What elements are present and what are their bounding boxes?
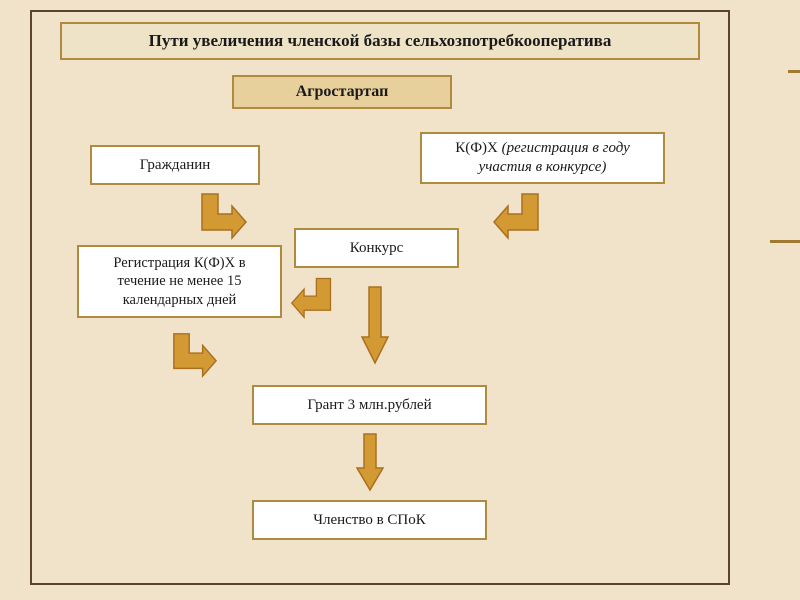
kfh-prefix: К(Ф)Х (455, 140, 501, 156)
agrostartup-label: Агростартап (296, 82, 389, 102)
registration-box: Регистрация К(Ф)Х в течение не менее 15 … (77, 245, 282, 318)
membership-box: Членство в СПоК (252, 500, 487, 540)
decorative-side-line-2 (788, 70, 800, 73)
kfh-box: К(Ф)Х (регистрация в году участия в конк… (420, 132, 665, 184)
registration-label: Регистрация К(Ф)Х в течение не менее 15 … (89, 254, 270, 308)
kfh-label: К(Ф)Х (регистрация в году участия в конк… (432, 139, 653, 177)
grant-label: Грант 3 млн.рублей (307, 396, 431, 415)
arrow-registration-to-grant (170, 330, 218, 378)
kfh-italic: (регистрация в году участия в конкурсе) (479, 140, 630, 175)
agrostartup-box: Агростартап (232, 75, 452, 109)
membership-label: Членство в СПоК (313, 511, 426, 530)
citizen-box: Гражданин (90, 145, 260, 185)
arrow-contest-to-registration (290, 275, 334, 319)
arrow-citizen-to-contest (198, 190, 248, 240)
grant-box: Грант 3 млн.рублей (252, 385, 487, 425)
title-box: Пути увеличения членской базы сельхозпот… (60, 22, 700, 60)
contest-label: Конкурс (350, 239, 404, 258)
title-text: Пути увеличения членской базы сельхозпот… (149, 30, 612, 51)
arrow-contest-to-grant (360, 285, 390, 365)
citizen-label: Гражданин (140, 156, 211, 175)
arrow-kfh-to-contest (492, 190, 542, 240)
decorative-side-line (770, 240, 800, 243)
arrow-grant-to-membership (355, 432, 385, 492)
contest-box: Конкурс (294, 228, 459, 268)
